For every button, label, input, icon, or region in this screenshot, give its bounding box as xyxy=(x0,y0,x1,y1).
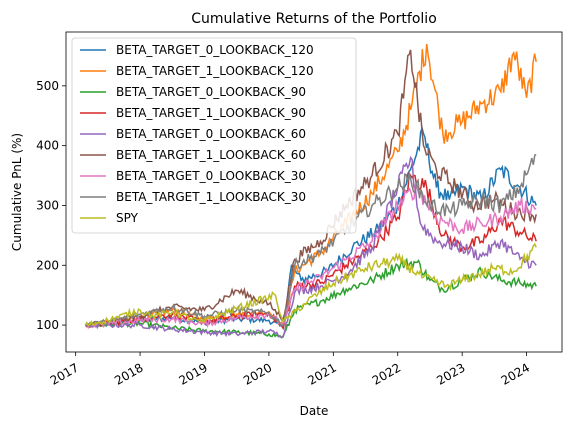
x-tick-label: 2021 xyxy=(305,360,338,387)
legend-box xyxy=(71,37,357,234)
legend-entry: BETA_TARGET_1_LOOKBACK_30 xyxy=(116,190,306,204)
x-axis: 2017 2018 2019 2020 2021 2022 2023 2024 xyxy=(48,352,532,388)
y-tick-label: 400 xyxy=(36,139,59,153)
x-tick-label: 2017 xyxy=(48,360,81,387)
chart-title: Cumulative Returns of the Portfolio xyxy=(191,11,437,27)
legend-entry: BETA_TARGET_1_LOOKBACK_60 xyxy=(116,148,306,162)
legend-entry: BETA_TARGET_0_LOOKBACK_60 xyxy=(116,127,306,141)
plot-area-frame xyxy=(65,31,563,353)
y-tick-label: 500 xyxy=(36,79,59,93)
legend-entry: BETA_TARGET_0_LOOKBACK_120 xyxy=(116,43,314,57)
y-axis-label: Cumulative PnL (%) xyxy=(10,133,24,251)
x-axis-label: Date xyxy=(300,404,329,418)
series-line-beta-target-1-lookback-60 xyxy=(84,49,537,327)
x-tick-label: 2022 xyxy=(370,360,403,387)
x-tick-label: 2018 xyxy=(112,360,145,387)
series-lines xyxy=(84,43,537,339)
x-tick-label: 2024 xyxy=(499,360,532,387)
x-tick-label: 2019 xyxy=(177,360,210,387)
y-tick-label: 200 xyxy=(36,258,59,272)
x-tick-label: 2020 xyxy=(241,360,274,387)
legend-entry: BETA_TARGET_0_LOOKBACK_90 xyxy=(116,85,306,99)
y-tick-label: 100 xyxy=(36,318,59,332)
legend-entry: SPY xyxy=(116,211,139,225)
legend-entry: BETA_TARGET_1_LOOKBACK_90 xyxy=(116,106,306,120)
series-line-spy xyxy=(84,242,537,327)
legend-entry: BETA_TARGET_0_LOOKBACK_30 xyxy=(116,169,306,183)
series-line-beta-target-0-lookback-60 xyxy=(85,155,537,339)
legend-entry: BETA_TARGET_1_LOOKBACK_120 xyxy=(116,64,314,78)
legend: BETA_TARGET_0_LOOKBACK_120 BETA_TARGET_1_… xyxy=(71,37,357,234)
series-line-beta-target-0-lookback-30 xyxy=(84,182,537,330)
y-tick-label: 300 xyxy=(36,198,59,212)
y-axis: 100 200 300 400 500 xyxy=(36,79,66,332)
x-tick-label: 2023 xyxy=(434,360,467,387)
